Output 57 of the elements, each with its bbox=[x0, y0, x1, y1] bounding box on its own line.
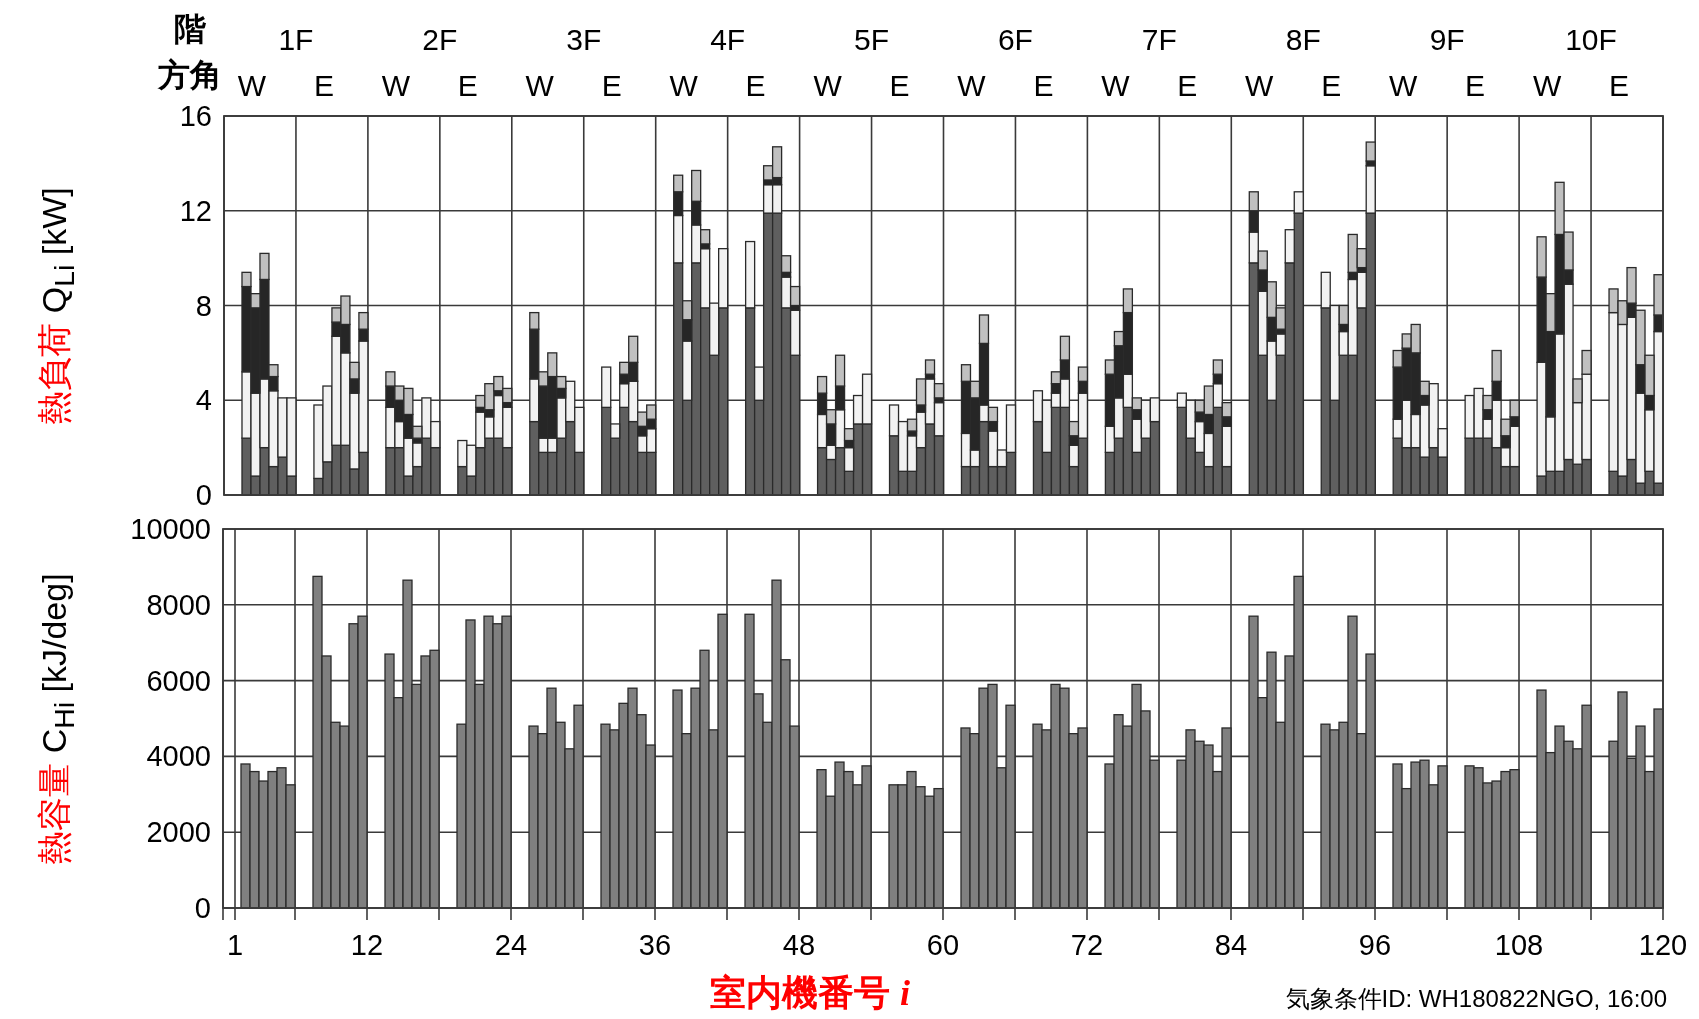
y-tick-label: 8 bbox=[195, 289, 212, 322]
text: E bbox=[1609, 69, 1630, 102]
x-tick-label: 12 bbox=[350, 929, 384, 961]
text: E bbox=[1033, 69, 1054, 102]
text: E bbox=[889, 69, 910, 102]
bar bbox=[1365, 141, 1376, 162]
text: 9F bbox=[1429, 23, 1465, 56]
text: 5F bbox=[854, 23, 890, 56]
x-tick-label: 84 bbox=[1214, 929, 1248, 961]
text: W bbox=[237, 69, 267, 102]
text: W bbox=[957, 69, 987, 102]
y-tick-label: 4000 bbox=[146, 740, 211, 773]
y-tick-label: 10000 bbox=[130, 513, 211, 545]
text: E bbox=[457, 69, 478, 102]
x-tick-label: 60 bbox=[926, 929, 960, 961]
y-tick-label: 16 bbox=[179, 100, 212, 132]
text: W bbox=[1532, 69, 1562, 102]
x-tick-label: 1 bbox=[226, 929, 244, 961]
x-tick-label: 24 bbox=[494, 929, 528, 961]
text: 10F bbox=[1565, 23, 1617, 56]
text: 6F bbox=[997, 23, 1033, 56]
text: 気象条件ID: WH180822NGO, 16:00 bbox=[1285, 985, 1667, 1012]
text: 1F bbox=[278, 23, 314, 56]
text: E bbox=[1465, 69, 1486, 102]
y-tick-label: 4 bbox=[195, 384, 212, 417]
text: W bbox=[813, 69, 843, 102]
text: W bbox=[669, 69, 699, 102]
y-tick-label: 6000 bbox=[146, 664, 211, 697]
x-tick-label: 96 bbox=[1358, 929, 1392, 961]
text: E bbox=[1321, 69, 1342, 102]
x-tick-label: 72 bbox=[1070, 929, 1104, 961]
text: E bbox=[745, 69, 766, 102]
y-tick-label: 0 bbox=[195, 479, 212, 511]
y-tick-label: 8000 bbox=[146, 588, 211, 621]
x-tick-label: 36 bbox=[638, 929, 672, 961]
text: W bbox=[1245, 69, 1275, 102]
text: W bbox=[381, 69, 411, 102]
text: 2F bbox=[422, 23, 458, 56]
x-tick-label: 108 bbox=[1494, 929, 1544, 961]
text: E bbox=[313, 69, 334, 102]
text: 方角 bbox=[157, 57, 222, 93]
text: W bbox=[525, 69, 555, 102]
text: E bbox=[601, 69, 622, 102]
x-tick-label: 48 bbox=[782, 929, 816, 961]
text: 3F bbox=[566, 23, 602, 56]
y-tick-label: 0 bbox=[194, 892, 211, 924]
text: W bbox=[1389, 69, 1419, 102]
text: 7F bbox=[1141, 23, 1177, 56]
text: 階 bbox=[174, 11, 207, 47]
y-tick-label: 2000 bbox=[146, 816, 211, 849]
x-axis-title: 室内機番号 i bbox=[709, 972, 911, 1013]
text: 8F bbox=[1285, 23, 1321, 56]
text: 4F bbox=[710, 23, 746, 56]
x-tick-label: 120 bbox=[1638, 929, 1688, 961]
text: E bbox=[1177, 69, 1198, 102]
text: W bbox=[1101, 69, 1131, 102]
y-tick-label: 12 bbox=[179, 194, 212, 227]
